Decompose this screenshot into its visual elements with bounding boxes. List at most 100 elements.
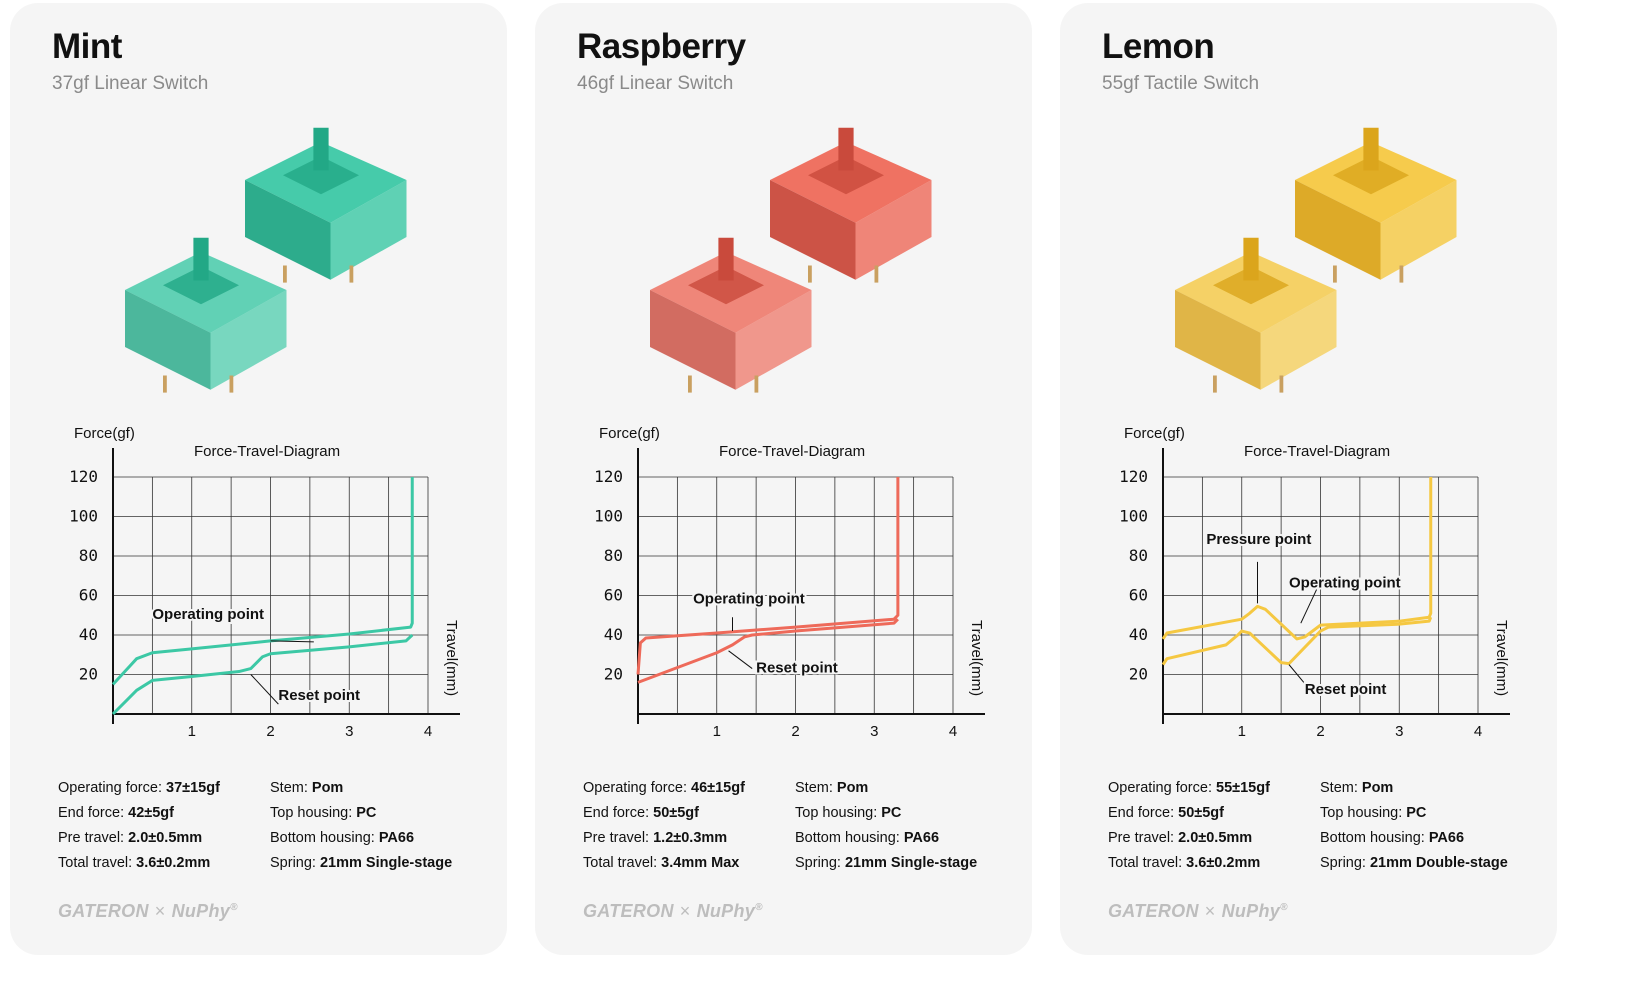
y-tick-label: 40 — [79, 625, 98, 644]
spec-row: Spring: 21mm Double-stage — [1320, 851, 1508, 876]
spec-label: Spring: — [795, 855, 845, 871]
annotation-leader — [250, 674, 279, 705]
spec-label: End force: — [583, 805, 654, 821]
specs-left: Operating force: 46±15gf End force: 50±5g… — [583, 776, 745, 876]
registered-mark: ® — [1280, 902, 1288, 913]
spec-row: Top housing: PC — [1320, 801, 1508, 826]
spec-value: 3.4mm Max — [661, 855, 740, 871]
y-tick-label: 100 — [594, 507, 623, 526]
spec-row: Total travel: 3.6±0.2mm — [1108, 851, 1270, 876]
release-curve — [1161, 616, 1433, 666]
spec-label: End force: — [58, 805, 129, 821]
spec-label: Top housing: — [270, 805, 357, 821]
y-tick-label: 20 — [79, 665, 98, 684]
press-curve — [111, 477, 414, 686]
spec-label: Bottom housing: — [1320, 830, 1429, 846]
switch-icon — [245, 127, 407, 283]
switch-subtitle: 55gf Tactile Switch — [1102, 73, 1260, 94]
spec-value: PC — [881, 805, 902, 821]
switch-icon — [1295, 127, 1457, 283]
spec-label: Operating force: — [58, 780, 166, 796]
spec-row: Pre travel: 2.0±0.5mm — [1108, 826, 1270, 851]
chart-title: Force-Travel-Diagram — [194, 443, 340, 460]
specs-right: Stem: Pom Top housing: PC Bottom housing: … — [270, 776, 452, 876]
spec-label: Operating force: — [583, 780, 691, 796]
spec-label: Top housing: — [1320, 805, 1407, 821]
annotation-leader — [270, 640, 314, 643]
switch-product-image — [125, 127, 407, 393]
annotation-label: Operating point — [1289, 575, 1401, 592]
annotation-label: Pressure point — [1206, 531, 1311, 548]
annotation-leader — [728, 650, 753, 669]
x-tick-label: 2 — [1316, 723, 1324, 740]
force-travel-chart: Force(gf) Force-Travel-Diagram Travel(mm) 2… — [594, 425, 985, 740]
annotation-label: Reset point — [278, 687, 360, 704]
y-tick-label: 100 — [1119, 507, 1148, 526]
spec-value: 21mm Double-stage — [1369, 855, 1508, 871]
x-tick-label: 2 — [266, 723, 274, 740]
spec-value: 55±15gf — [1216, 780, 1270, 796]
force-travel-chart: Force(gf) Force-Travel-Diagram Travel(mm) 2… — [1119, 425, 1510, 740]
x-tick-label: 2 — [791, 723, 799, 740]
y-tick-label: 80 — [79, 546, 98, 565]
spec-value: 46±15gf — [691, 780, 745, 796]
spec-value: 50±5gf — [1178, 805, 1224, 821]
spec-value: Pom — [311, 780, 344, 796]
switch-product-image — [650, 127, 932, 393]
x-tick-label: 3 — [345, 723, 353, 740]
y-tick-label: 60 — [1129, 586, 1148, 605]
spec-row: Pre travel: 2.0±0.5mm — [58, 826, 220, 851]
chart-title: Force-Travel-Diagram — [719, 443, 865, 460]
spec-value: PC — [1406, 805, 1427, 821]
y-axis-label: Force(gf) — [74, 425, 135, 442]
y-tick-label: 40 — [604, 625, 623, 644]
spec-label: Operating force: — [1108, 780, 1216, 796]
spec-label: Total travel: — [583, 855, 662, 871]
x-axis-label: Travel(mm) — [443, 620, 460, 696]
spec-row: Total travel: 3.4mm Max — [583, 851, 745, 876]
brand-nuphy: NuPhy — [171, 901, 231, 921]
x-tick-label: 1 — [188, 723, 196, 740]
spec-label: Spring: — [1320, 855, 1370, 871]
switch-card-raspberry: Raspberry 46gf Linear Switch Force(gf) Fo… — [535, 3, 1032, 955]
spec-label: Stem: — [795, 780, 837, 796]
spec-value: PA66 — [1428, 830, 1465, 846]
spec-label: Pre travel: — [58, 830, 129, 846]
spec-value: 3.6±0.2mm — [136, 855, 211, 871]
chart-title: Force-Travel-Diagram — [1244, 443, 1390, 460]
spec-label: Stem: — [270, 780, 312, 796]
spec-row: Pre travel: 1.2±0.3mm — [583, 826, 745, 851]
switch-card-mint: Mint 37gf Linear Switch Force(gf) Force-T… — [10, 3, 507, 955]
specs-right: Stem: Pom Top housing: PC Bottom housing: … — [1320, 776, 1508, 876]
x-axis-label: Travel(mm) — [1493, 620, 1510, 696]
brand-separator: × — [679, 901, 691, 921]
switch-card-lemon: Lemon 55gf Tactile Switch Force(gf) Force… — [1060, 3, 1557, 955]
switch-name: Mint — [52, 27, 122, 66]
release-curve — [637, 618, 899, 684]
y-tick-label: 20 — [604, 665, 623, 684]
spec-row: Top housing: PC — [270, 801, 452, 826]
spec-row: Total travel: 3.6±0.2mm — [58, 851, 220, 876]
spec-value: 3.6±0.2mm — [1186, 855, 1261, 871]
registered-mark: ® — [230, 902, 238, 913]
spec-row: Bottom housing: PA66 — [270, 826, 452, 851]
x-tick-label: 4 — [424, 723, 432, 740]
brand-gateron: GATERON — [583, 901, 674, 921]
spec-label: Stem: — [1320, 780, 1362, 796]
brand-logo: GATERON × NuPhy® — [583, 901, 763, 922]
spec-value: 1.2±0.3mm — [653, 830, 728, 846]
y-tick-label: 100 — [69, 507, 98, 526]
x-tick-label: 3 — [1395, 723, 1403, 740]
spec-label: Spring: — [270, 855, 320, 871]
spec-row: End force: 42±5gf — [58, 801, 220, 826]
spec-row: Stem: Pom — [270, 776, 452, 801]
brand-gateron: GATERON — [1108, 901, 1199, 921]
spec-value: 21mm Single-stage — [844, 855, 978, 871]
press-curve — [1161, 477, 1433, 641]
spec-label: Pre travel: — [583, 830, 654, 846]
spec-value: PC — [356, 805, 377, 821]
spec-row: Stem: Pom — [1320, 776, 1508, 801]
spec-row: Bottom housing: PA66 — [1320, 826, 1508, 851]
spec-row: Operating force: 37±15gf — [58, 776, 220, 801]
y-tick-label: 80 — [1129, 546, 1148, 565]
